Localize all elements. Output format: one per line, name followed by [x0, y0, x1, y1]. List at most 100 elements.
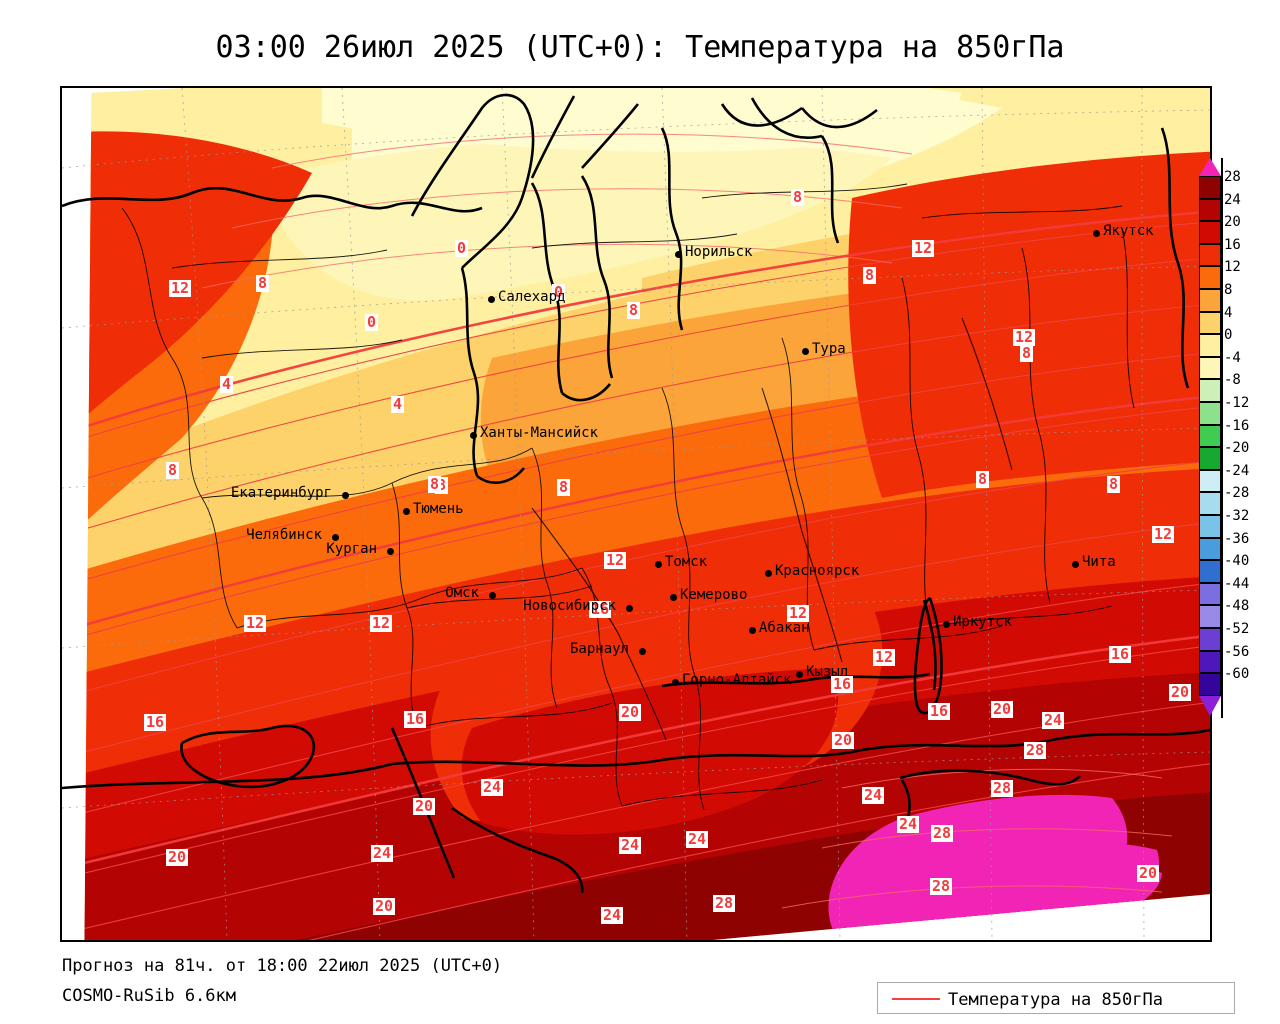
city-dot-icon — [387, 548, 394, 555]
colorbar-cell — [1199, 356, 1221, 380]
city-dot-icon — [470, 432, 477, 439]
contour-label: 8 — [557, 478, 571, 496]
colorbar-tick-label: -16 — [1224, 417, 1250, 434]
city-dot-icon — [655, 561, 662, 568]
contour-label: 12 — [370, 614, 393, 632]
colorbar-tick-label: 24 — [1224, 191, 1241, 208]
contour-label: 0 — [455, 239, 469, 257]
city-dot-icon — [670, 594, 677, 601]
colorbar-cell — [1199, 221, 1221, 244]
contour-label: 24 — [686, 830, 709, 848]
colorbar-tick-label: -60 — [1224, 666, 1250, 683]
contour-label: 8 — [791, 188, 805, 206]
colorbar-cell — [1199, 673, 1221, 696]
colorbar-tick-label: -36 — [1224, 530, 1250, 547]
colorbar-tick-label: -48 — [1224, 598, 1250, 615]
colorbar-cell — [1199, 515, 1221, 538]
city-label: Курган — [326, 541, 377, 557]
city-dot-icon — [403, 508, 410, 515]
city-label: Омск — [445, 585, 479, 601]
contour-label: 24 — [862, 786, 885, 804]
colorbar-cell — [1199, 492, 1221, 515]
colorbar-cell — [1199, 447, 1221, 470]
page-title: 03:00 26июл 2025 (UTC+0): Температура на… — [215, 30, 1065, 65]
colorbar-cell — [1199, 334, 1221, 357]
coastline — [62, 93, 1210, 894]
contour-label: 8 — [166, 461, 180, 479]
colorbar-cell — [1199, 582, 1221, 606]
city-label: Томск — [665, 554, 708, 570]
contour-label: 4 — [391, 395, 405, 413]
city-label: Екатеринбург — [230, 485, 332, 501]
city-dot-icon — [1093, 230, 1100, 237]
city-dot-icon — [765, 570, 772, 577]
contour-label: 24 — [619, 836, 642, 854]
contour-label: 12 — [912, 239, 935, 257]
colorbar-tick-label: -12 — [1224, 395, 1250, 411]
contour-label: 0 — [365, 313, 379, 331]
city-label: Салехард — [498, 289, 566, 305]
colorbar-cell — [1199, 176, 1221, 199]
admin-borders — [121, 183, 1135, 811]
contour-label: 8 — [976, 470, 990, 488]
colorbar-tick-label: 28 — [1224, 169, 1241, 185]
contour-label: 20 — [1137, 864, 1160, 882]
colorbar-cell — [1199, 628, 1221, 651]
contour-label: 28 — [713, 894, 736, 912]
map-canvas[interactable]: 12 8 0 4 4 8 0 0 8 8 12 8 12 8 8 8 8 8 12 12 8 16 12 12 12 12 16 16… — [62, 88, 1210, 940]
contour-label: 16 — [144, 713, 167, 731]
city-label: Тюмень — [413, 501, 464, 517]
city-dot-icon — [489, 592, 496, 599]
colorbar-cell — [1199, 537, 1221, 561]
contour-label: 16 — [589, 600, 612, 618]
city-label: Горно-Алтайск — [682, 672, 792, 688]
contour-label: 12 — [604, 551, 627, 569]
colorbar-tick-label: -56 — [1224, 643, 1250, 660]
city-dot-icon — [342, 492, 349, 499]
map-frame[interactable]: 12 8 0 4 4 8 0 0 8 8 12 8 12 8 8 8 8 8 12 12 8 16 12 12 12 12 16 16… — [60, 86, 1212, 942]
colorbar-cell — [1199, 198, 1221, 222]
contour-label: 24 — [1042, 711, 1065, 729]
contour-label: 8 — [1020, 344, 1034, 362]
contour-label: 8 — [1107, 475, 1121, 493]
model-name-line: COSMO-RuSib 6.6км — [62, 986, 236, 1006]
contour-label: 12 — [873, 648, 896, 666]
contour-label: 24 — [481, 778, 504, 796]
basemap-overlay — [62, 88, 1210, 940]
city-dot-icon — [802, 348, 809, 355]
colorbar-tick-label: -4 — [1224, 349, 1241, 366]
forecast-info-line: Прогноз на 81ч. от 18:00 22июл 2025 (UTC… — [62, 956, 503, 976]
city-dot-icon — [639, 648, 646, 655]
city-label: Якутск — [1103, 223, 1154, 239]
colorbar-tick-label: 16 — [1224, 236, 1241, 253]
colorbar-cell — [1199, 379, 1221, 402]
contour-label: 24 — [371, 844, 394, 862]
colorbar-tick-label: 8 — [1224, 282, 1233, 298]
city-label: Абакан — [759, 620, 810, 636]
colorbar-cell — [1199, 311, 1221, 335]
city-label: Тура — [812, 341, 846, 357]
colorbar-cell — [1199, 402, 1221, 425]
contour-label: 20 — [619, 703, 642, 721]
colorbar-cell — [1199, 605, 1221, 628]
colorbar-axis — [1221, 158, 1223, 718]
contour-label: 12 — [1152, 525, 1175, 543]
contour-label: 24 — [601, 906, 624, 924]
colorbar-under-arrow — [1199, 695, 1221, 716]
contour-label: 16 — [404, 710, 427, 728]
city-dot-icon — [675, 251, 682, 258]
city-label: Чита — [1082, 554, 1116, 570]
colorbar-cell — [1199, 650, 1221, 674]
contour-label: 12 — [1013, 328, 1036, 346]
contour-label: 0 — [552, 283, 566, 301]
city-dot-icon — [943, 621, 950, 628]
contour-label: 28 — [991, 779, 1014, 797]
city-label: Норильск — [685, 244, 753, 260]
colorbar-tick-label: -8 — [1224, 372, 1241, 389]
colorbar-tick-label: 12 — [1224, 259, 1241, 276]
city-label: Челябинск — [246, 527, 322, 543]
city-label: Новосибирск — [523, 598, 616, 614]
city-dot-icon — [672, 679, 679, 686]
city-label: Кызыл — [806, 664, 849, 680]
contour-label: 28 — [931, 824, 954, 842]
